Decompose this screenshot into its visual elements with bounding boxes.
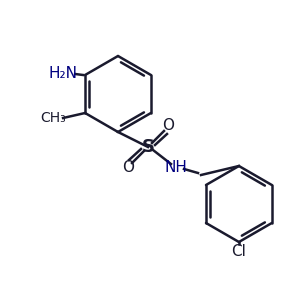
Text: O: O	[122, 160, 134, 175]
Text: CH₃: CH₃	[40, 111, 66, 125]
Text: NH: NH	[165, 160, 188, 175]
Text: H₂N: H₂N	[49, 66, 78, 81]
Text: S: S	[142, 138, 154, 156]
Text: Cl: Cl	[231, 244, 246, 260]
Text: O: O	[162, 118, 174, 134]
